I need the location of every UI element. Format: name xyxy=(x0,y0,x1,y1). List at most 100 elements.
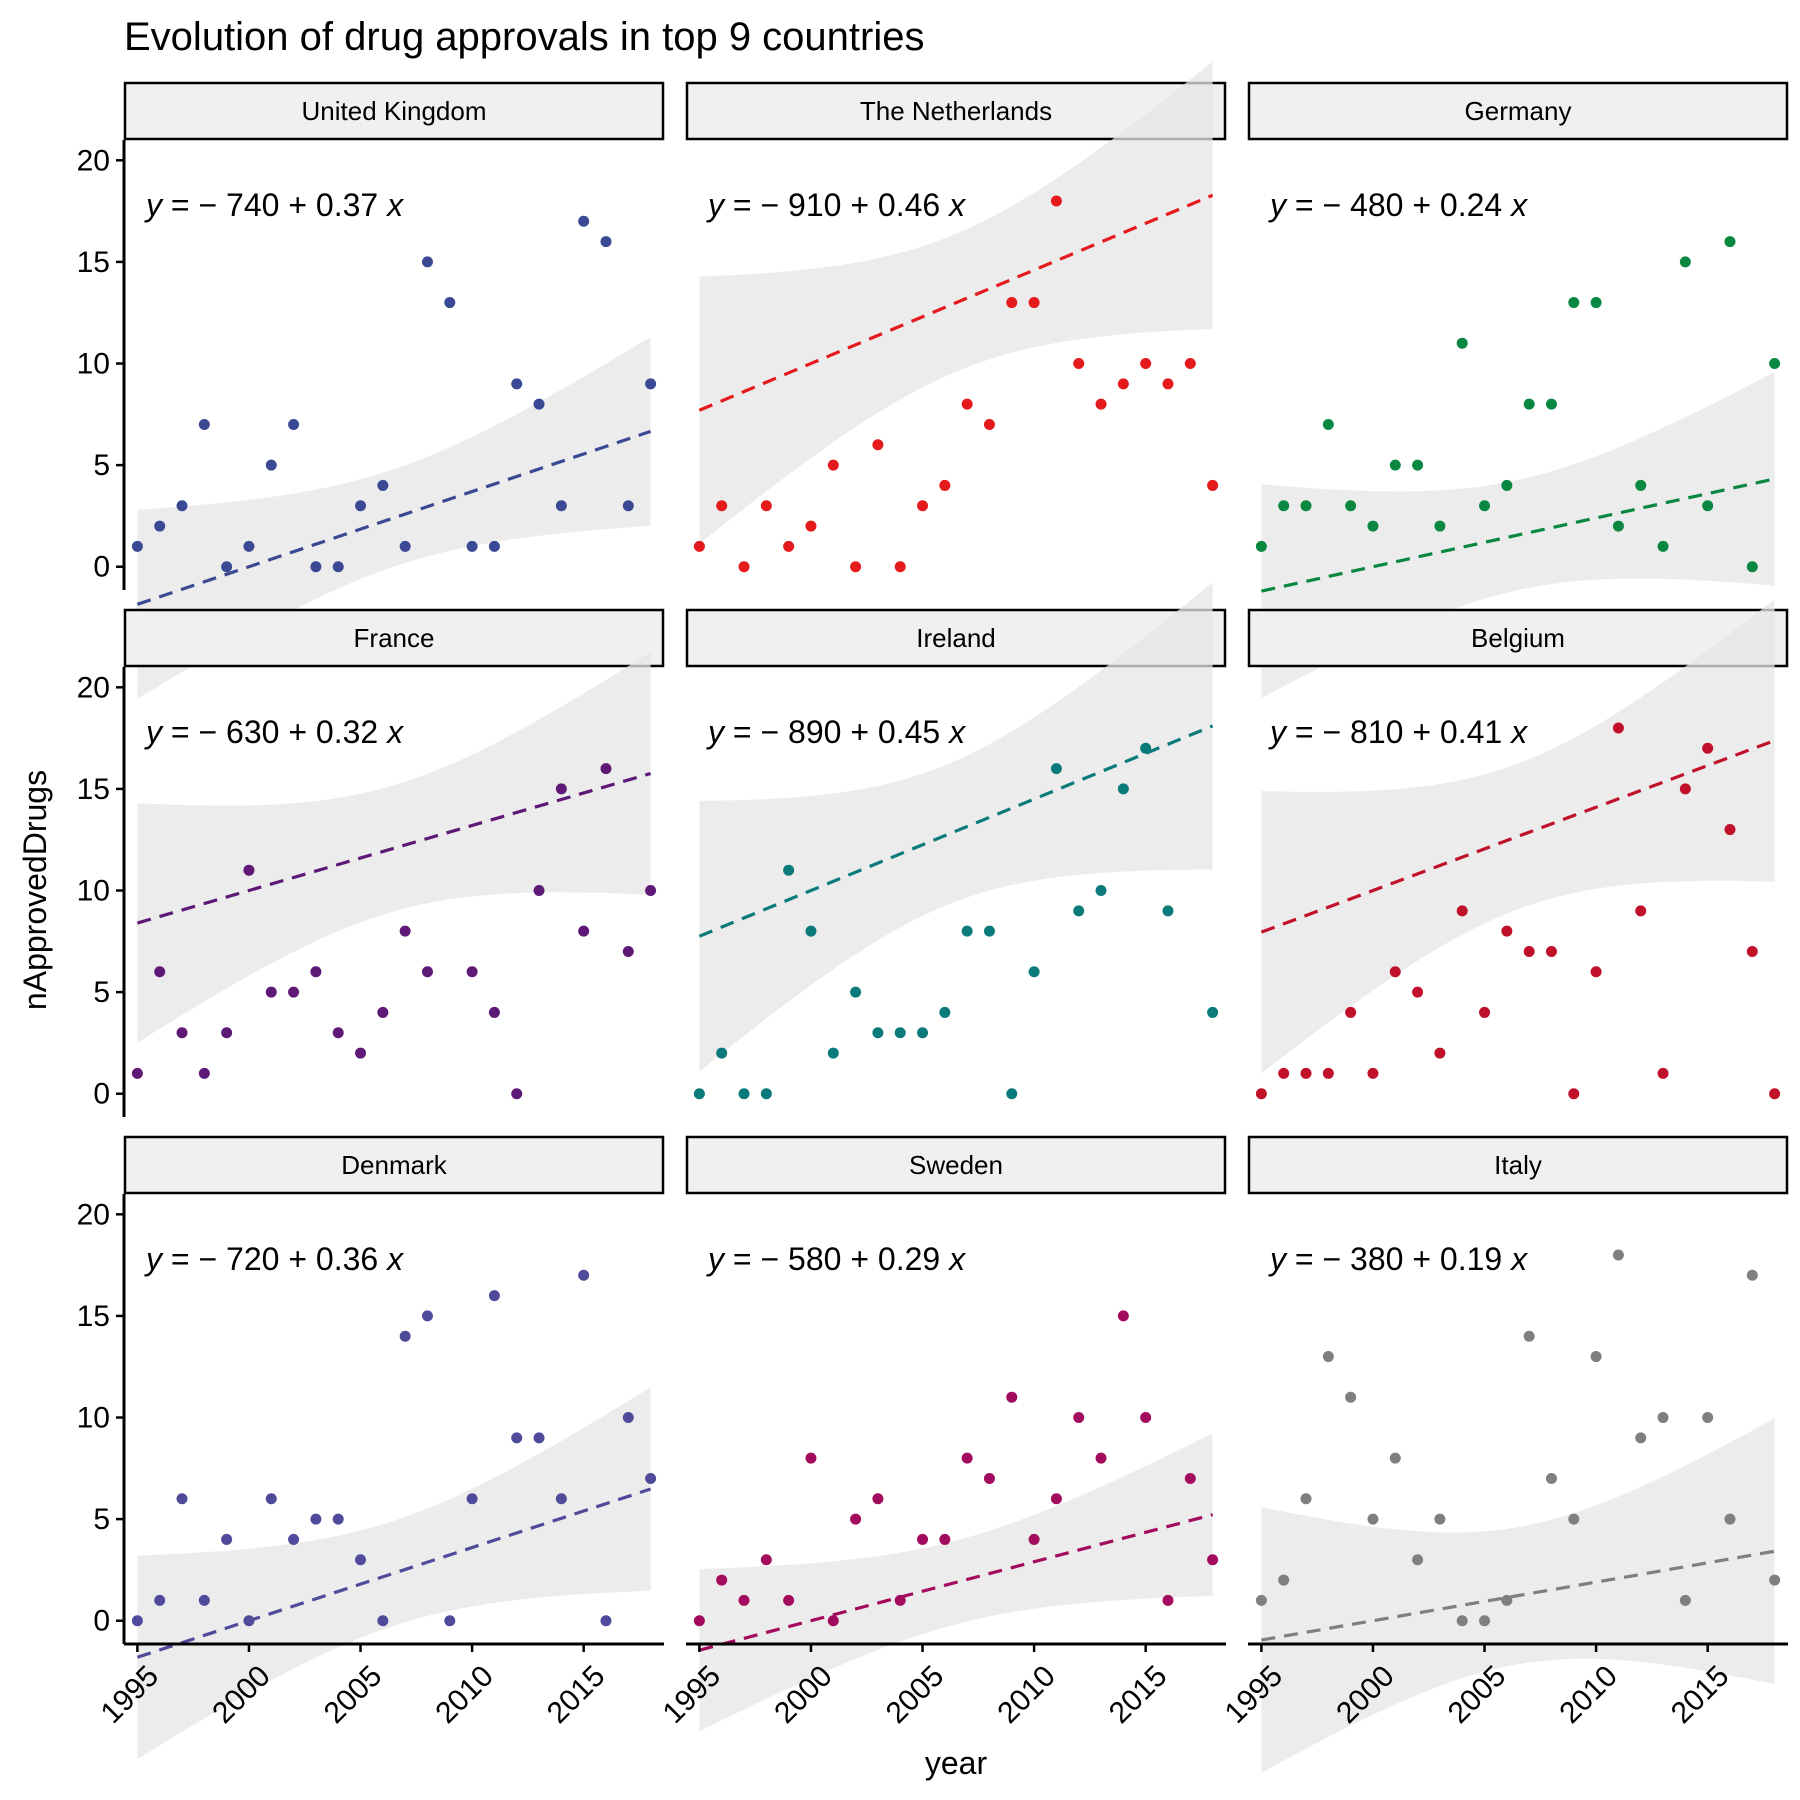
data-point xyxy=(243,540,255,552)
facet-strip-label: The Netherlands xyxy=(860,96,1052,126)
data-point xyxy=(1702,500,1714,512)
data-point xyxy=(693,1088,705,1100)
facet-strip-label: Germany xyxy=(1465,96,1572,126)
data-point xyxy=(421,256,433,268)
data-point xyxy=(1769,1574,1781,1586)
y-tick-label: 10 xyxy=(77,1402,110,1435)
data-point xyxy=(827,1047,839,1059)
x-tick-label: 2005 xyxy=(318,1659,389,1730)
data-point xyxy=(288,418,300,430)
facet-strip-label: Italy xyxy=(1494,1150,1542,1180)
data-point xyxy=(1545,1472,1557,1484)
x-tick-label: 2005 xyxy=(880,1659,951,1730)
confidence-band xyxy=(699,582,1213,1072)
x-tick-label: 2015 xyxy=(1103,1659,1174,1730)
facet-strip-label: France xyxy=(354,623,435,653)
data-point xyxy=(894,1594,906,1606)
data-point xyxy=(1300,1067,1312,1079)
data-point xyxy=(1278,1067,1290,1079)
x-tick-label: 2010 xyxy=(429,1659,500,1730)
data-point xyxy=(1434,1513,1446,1525)
data-point xyxy=(1412,459,1424,471)
data-point xyxy=(760,1554,772,1566)
data-point xyxy=(1545,398,1557,410)
facet-panels: United Kingdom y = − 740 + 0.37 x 0 5 10 15 20… xyxy=(77,61,1789,1773)
data-point xyxy=(399,1330,411,1342)
data-point xyxy=(1769,358,1781,370)
data-point xyxy=(1345,1006,1357,1018)
data-point xyxy=(1479,500,1491,512)
data-point xyxy=(1095,1452,1107,1464)
y-tick-label: 0 xyxy=(93,1605,110,1638)
data-point xyxy=(1769,1088,1781,1100)
data-point xyxy=(1590,1351,1602,1363)
facet-panel-belgium: Belgium y = − 810 + 0.41 x xyxy=(1247,599,1789,1100)
data-point xyxy=(1255,1594,1267,1606)
data-point xyxy=(645,885,657,897)
data-point xyxy=(288,986,300,998)
data-point xyxy=(1184,1472,1196,1484)
data-point xyxy=(1367,1513,1379,1525)
data-point xyxy=(265,1493,277,1505)
regression-line xyxy=(1261,477,1775,593)
data-point xyxy=(1568,1088,1580,1100)
data-point xyxy=(1050,763,1062,775)
y-tick-label: 20 xyxy=(77,1198,110,1231)
data-point xyxy=(131,1067,143,1079)
data-point xyxy=(738,1594,750,1606)
data-point xyxy=(198,1067,210,1079)
data-point xyxy=(1162,905,1174,917)
data-point xyxy=(1612,520,1624,532)
y-tick-label: 10 xyxy=(77,348,110,381)
data-point xyxy=(645,378,657,390)
data-point xyxy=(850,561,862,573)
data-point xyxy=(288,1533,300,1545)
data-point xyxy=(176,500,188,512)
data-point xyxy=(1028,1533,1040,1545)
data-point xyxy=(198,1594,210,1606)
data-point xyxy=(332,1513,344,1525)
data-point xyxy=(983,1472,995,1484)
data-point xyxy=(1162,1594,1174,1606)
data-point xyxy=(872,1027,884,1039)
data-point xyxy=(827,459,839,471)
data-point xyxy=(693,540,705,552)
data-point xyxy=(1635,1432,1647,1444)
facet-strip-label: Denmark xyxy=(341,1150,447,1180)
data-point xyxy=(622,500,634,512)
data-point xyxy=(1679,783,1691,795)
data-point xyxy=(131,540,143,552)
data-point xyxy=(399,540,411,552)
data-point xyxy=(466,540,478,552)
regression-line xyxy=(1261,1549,1775,1642)
data-point xyxy=(1724,236,1736,248)
data-point xyxy=(716,1574,728,1586)
facet-strip xyxy=(685,1135,1227,1195)
data-point xyxy=(805,1452,817,1464)
data-point xyxy=(1724,1513,1736,1525)
data-point xyxy=(533,885,545,897)
regression-line xyxy=(698,724,1214,938)
data-point xyxy=(1434,520,1446,532)
facet-panel-ireland: Ireland y = − 890 + 0.45 x xyxy=(685,582,1227,1100)
data-point xyxy=(850,986,862,998)
data-point xyxy=(1367,520,1379,532)
data-point xyxy=(805,925,817,937)
data-point xyxy=(783,540,795,552)
data-point xyxy=(961,1452,973,1464)
data-point xyxy=(1702,742,1714,754)
data-point xyxy=(622,945,634,957)
data-point xyxy=(355,1047,367,1059)
data-point xyxy=(466,966,478,978)
data-point xyxy=(578,215,590,227)
regression-equation: y = − 890 + 0.45 x xyxy=(706,714,966,750)
data-point xyxy=(917,500,929,512)
data-point xyxy=(1345,1391,1357,1403)
facet-strip xyxy=(1247,81,1789,141)
data-point xyxy=(1434,1047,1446,1059)
data-point xyxy=(1050,195,1062,207)
data-point xyxy=(1590,297,1602,309)
data-point xyxy=(488,1006,500,1018)
data-point xyxy=(738,1088,750,1100)
